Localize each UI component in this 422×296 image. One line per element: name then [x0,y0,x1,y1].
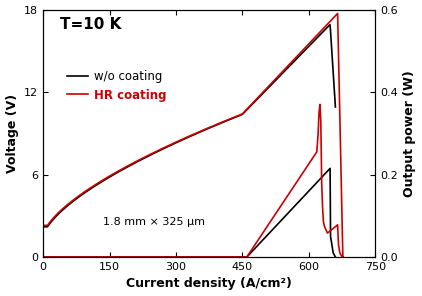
Text: 1.8 mm × 325 μm: 1.8 mm × 325 μm [103,217,205,227]
HR coating [307,41,312,45]
Line: HR coating: HR coating [44,13,344,257]
w/o coating [233,115,238,119]
HR coating [41,224,46,227]
w/o coating [327,23,333,26]
Legend: w/o coating, HR coating: w/o coating, HR coating [62,65,171,106]
Y-axis label: Voltage (V): Voltage (V) [5,94,19,173]
HR coating [172,141,177,145]
HR coating [341,255,346,259]
HR coating [272,78,277,82]
HR coating [94,182,99,186]
w/o coating [124,166,129,169]
X-axis label: Current density (A/cm²): Current density (A/cm²) [126,277,292,290]
HR coating [292,57,297,61]
HR coating [165,144,170,147]
HR coating [335,12,340,15]
w/o coating [134,160,139,164]
Line: w/o coating: w/o coating [44,25,335,227]
Y-axis label: Output power (W): Output power (W) [403,70,417,197]
Text: T=10 K: T=10 K [60,17,121,32]
w/o coating [333,105,338,109]
w/o coating [113,172,118,176]
w/o coating [268,83,273,87]
w/o coating [41,225,46,229]
HR coating [341,255,346,259]
w/o coating [304,47,309,50]
